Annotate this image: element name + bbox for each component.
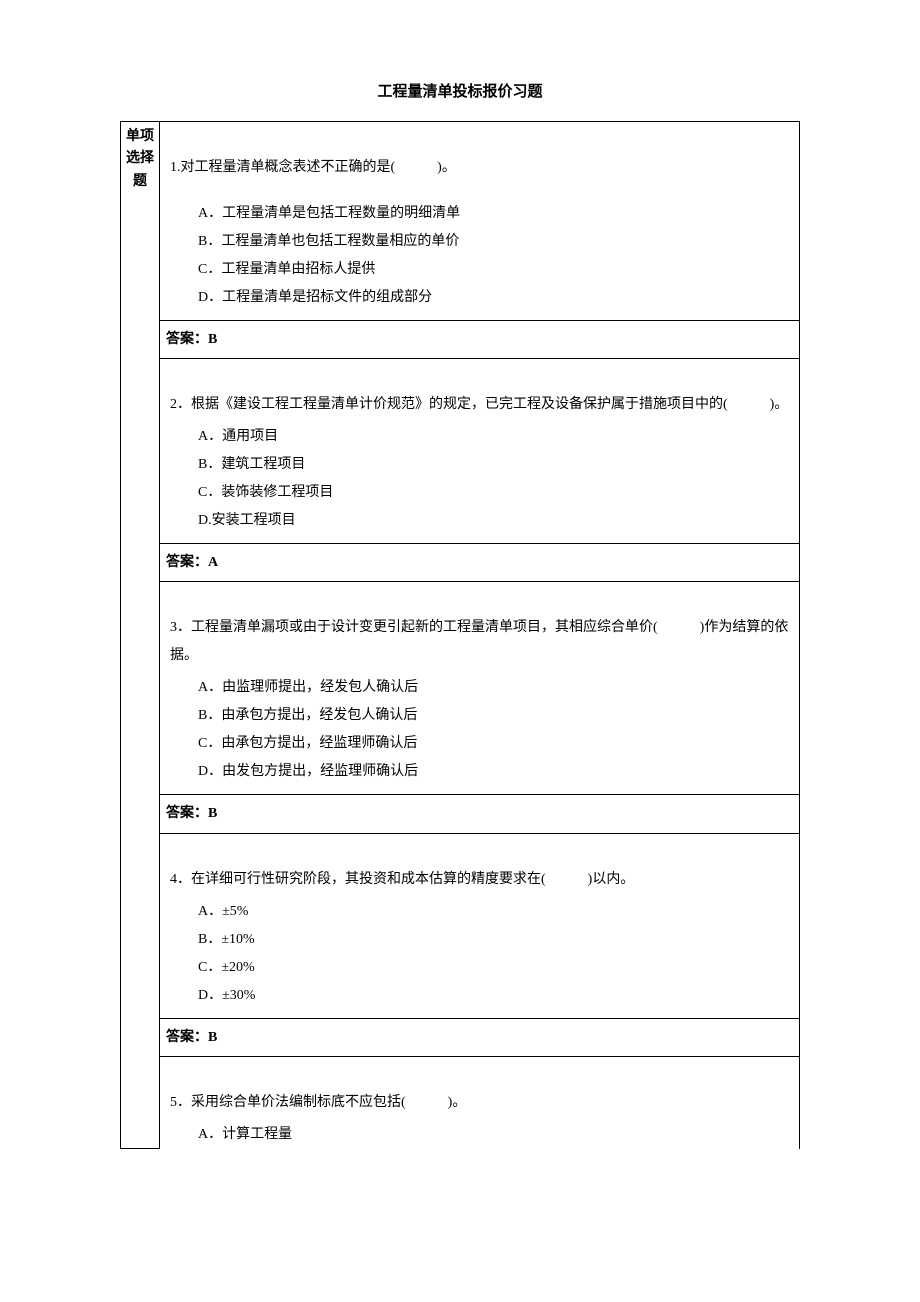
- question-stem: 1.对工程量清单概念表述不正确的是( )。: [170, 154, 789, 182]
- question-options: A．±5% B．±10% C．±20% D．±30%: [170, 898, 789, 1010]
- option-a: A．±5%: [198, 898, 789, 926]
- option-d: D．由发包方提出，经监理师确认后: [198, 758, 789, 786]
- answer-block: 答案：B: [160, 794, 799, 832]
- question-options: A．由监理师提出，经发包人确认后 B．由承包方提出，经发包人确认后 C．由承包方…: [170, 674, 789, 786]
- answer-block: 答案：B: [160, 320, 799, 358]
- option-b: B．±10%: [198, 926, 789, 954]
- option-b: B．由承包方提出，经发包人确认后: [198, 702, 789, 730]
- question-options: A．通用项目 B．建筑工程项目 C．装饰装修工程项目 D.安装工程项目: [170, 423, 789, 535]
- question-options: A．工程量清单是包括工程数量的明细清单 B．工程量清单也包括工程数量相应的单价 …: [170, 200, 789, 312]
- option-c: C．装饰装修工程项目: [198, 479, 789, 507]
- question-cell-5: 5．采用综合单价法编制标底不应包括( )。 A．计算工程量: [160, 1056, 800, 1149]
- section-label: 单项选择题: [123, 126, 157, 193]
- question-stem: 4．在详细可行性研究阶段，其投资和成本估算的精度要求在( )以内。: [170, 866, 789, 894]
- option-d: D．±30%: [198, 982, 789, 1010]
- question-cell-1: 1.对工程量清单概念表述不正确的是( )。 A．工程量清单是包括工程数量的明细清…: [160, 122, 800, 359]
- question-stem: 3．工程量清单漏项或由于设计变更引起新的工程量清单项目，其相应综合单价( )作为…: [170, 614, 789, 670]
- option-a: A．通用项目: [198, 423, 789, 451]
- section-label-cell: 单项选择题: [121, 122, 160, 1149]
- page-title: 工程量清单投标报价习题: [120, 80, 800, 101]
- question-stem: 2．根据《建设工程工程量清单计价规范》的规定，已完工程及设备保护属于措施项目中的…: [170, 391, 789, 419]
- question-stem: 5．采用综合单价法编制标底不应包括( )。: [170, 1089, 789, 1117]
- option-d: D.安装工程项目: [198, 507, 789, 535]
- option-a: A．由监理师提出，经发包人确认后: [198, 674, 789, 702]
- option-b: B．建筑工程项目: [198, 451, 789, 479]
- answer-block: 答案：A: [160, 543, 799, 581]
- exercise-table: 单项选择题 1.对工程量清单概念表述不正确的是( )。 A．工程量清单是包括工程…: [120, 121, 800, 1149]
- question-cell-4: 4．在详细可行性研究阶段，其投资和成本估算的精度要求在( )以内。 A．±5% …: [160, 833, 800, 1056]
- option-c: C．由承包方提出，经监理师确认后: [198, 730, 789, 758]
- question-cell-2: 2．根据《建设工程工程量清单计价规范》的规定，已完工程及设备保护属于措施项目中的…: [160, 359, 800, 582]
- answer-block: 答案：B: [160, 1018, 799, 1056]
- question-options: A．计算工程量: [170, 1121, 789, 1149]
- option-a: A．计算工程量: [198, 1121, 789, 1149]
- option-c: C．工程量清单由招标人提供: [198, 256, 789, 284]
- option-c: C．±20%: [198, 954, 789, 982]
- option-d: D．工程量清单是招标文件的组成部分: [198, 284, 789, 312]
- question-cell-3: 3．工程量清单漏项或由于设计变更引起新的工程量清单项目，其相应综合单价( )作为…: [160, 582, 800, 833]
- option-a: A．工程量清单是包括工程数量的明细清单: [198, 200, 789, 228]
- option-b: B．工程量清单也包括工程数量相应的单价: [198, 228, 789, 256]
